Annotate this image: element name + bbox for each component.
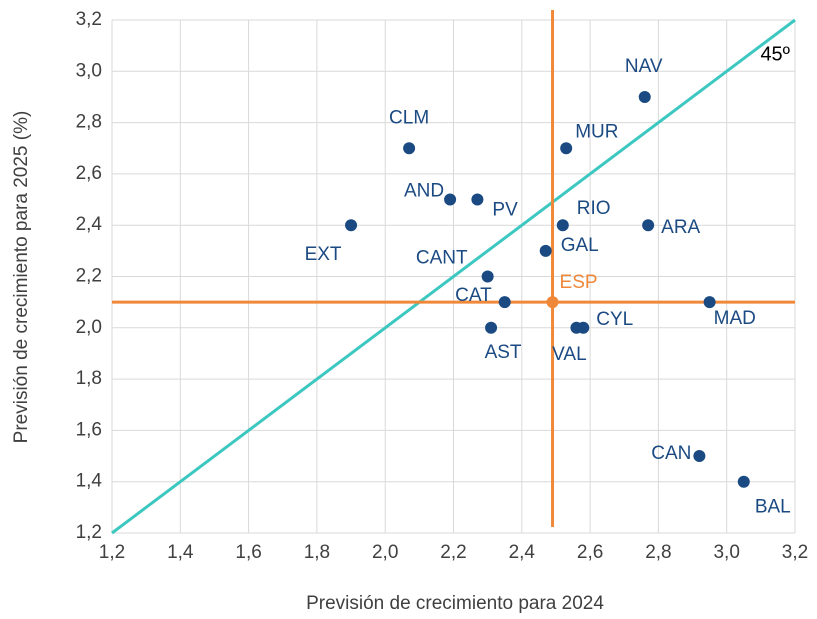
point [485,321,498,334]
point [556,219,569,232]
x-tick-label: 2,2 [440,542,466,563]
point-label: CANT [416,248,468,269]
y-tick-label: 2,0 [76,317,102,338]
point-label: RIO [577,198,611,219]
point-label: AND [404,181,444,202]
point [703,296,716,309]
point [403,142,416,155]
diagonal-line [111,18,796,535]
point [444,193,457,206]
y-tick-label: 1,6 [76,419,102,440]
point [642,219,655,232]
point-label: ARA [661,217,700,238]
point [693,450,706,463]
x-tick-label: 3,2 [782,542,808,563]
point [737,475,750,488]
point-label: ESP [560,272,598,293]
y-tick-label: 1,4 [76,471,103,492]
point-label: CYL [596,309,633,330]
point-label: PV [492,200,518,221]
point [577,321,590,334]
point-label: VAL [552,344,587,365]
x-tick-label: 2,6 [577,542,603,563]
diagonal-label: 45º [760,43,790,65]
point-label: CLM [389,107,429,128]
point-label: CAN [651,443,691,464]
x-tick-label: 1,6 [235,542,261,563]
y-tick-label: 3,0 [76,60,102,81]
x-tick-label: 2,4 [509,542,536,563]
x-axis-title: Previsión de crecimiento para 2024 [306,593,604,614]
x-tick-label: 1,4 [167,542,194,563]
y-tick-label: 2,2 [76,266,102,287]
point-label: MUR [575,121,618,142]
y-tick-label: 2,8 [76,112,102,133]
point [539,244,552,257]
x-tick-label: 2,0 [372,542,398,563]
point-label: CAT [455,285,492,306]
point-label: GAL [561,235,599,256]
point [560,142,573,155]
y-tick-label: 2,6 [76,163,102,184]
x-tick-label: 2,8 [645,542,671,563]
point [498,296,511,309]
x-tick-label: 1,2 [99,542,125,563]
point [638,90,651,103]
y-tick-label: 1,8 [76,368,102,389]
point [546,296,559,309]
y-tick-label: 3,2 [76,9,102,30]
point [345,219,358,232]
point-label: EXT [305,244,342,265]
x-tick-label: 1,8 [304,542,330,563]
point [481,270,494,283]
point [471,193,484,206]
point-label: NAV [625,56,663,77]
y-tick-label: 1,2 [76,522,102,543]
y-tick-label: 2,4 [76,214,103,235]
point-label: BAL [755,497,791,518]
x-tick-label: 3,0 [713,542,739,563]
y-axis-title: Previsión de crecimiento para 2025 (%) [11,111,32,444]
point-label: MAD [714,308,756,329]
point-label: AST [485,342,522,363]
